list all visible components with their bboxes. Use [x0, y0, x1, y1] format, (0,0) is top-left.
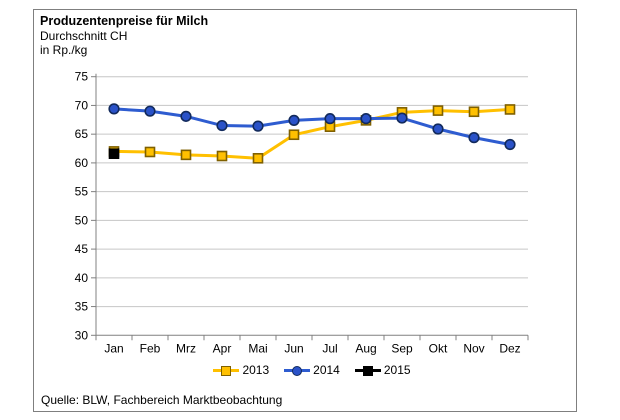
svg-text:45: 45 [75, 242, 89, 256]
svg-text:40: 40 [75, 271, 89, 285]
svg-text:Sep: Sep [391, 341, 413, 355]
legend-item-2015: 2015 [354, 363, 411, 377]
svg-text:55: 55 [75, 185, 89, 199]
svg-text:Jan: Jan [104, 341, 123, 355]
legend-label: 2013 [242, 363, 270, 377]
legend-label: 2015 [383, 363, 411, 377]
svg-text:Aug: Aug [355, 341, 376, 355]
svg-text:Dez: Dez [499, 341, 520, 355]
svg-text:Mai: Mai [248, 341, 267, 355]
chart-legend: 2013 2014 2015 [96, 362, 528, 378]
svg-text:50: 50 [75, 213, 89, 227]
svg-text:Okt: Okt [429, 341, 448, 355]
svg-text:60: 60 [75, 156, 89, 170]
svg-text:Jul: Jul [322, 341, 337, 355]
legend-label: 2014 [313, 363, 340, 377]
chart-frame: Produzentenpreise für Milch Durchschnitt… [33, 9, 577, 412]
svg-text:Apr: Apr [213, 341, 232, 355]
svg-text:30: 30 [75, 328, 89, 342]
svg-text:Feb: Feb [140, 341, 161, 355]
svg-text:35: 35 [75, 300, 89, 314]
line-square-marker-icon [354, 364, 381, 376]
chart-title: Produzentenpreise für Milch [40, 14, 209, 28]
svg-text:70: 70 [75, 98, 89, 112]
line-circle-marker-icon [284, 364, 311, 376]
svg-text:65: 65 [75, 127, 89, 141]
source-note: Quelle: BLW, Fachbereich Marktbeobachtun… [41, 393, 283, 407]
chart-header: Produzentenpreise für Milch Durchschnitt… [40, 14, 208, 58]
chart-subtitle: Durchschnitt CH [40, 28, 128, 43]
line-square-marker-icon [213, 364, 240, 376]
legend-item-2014: 2014 [284, 363, 340, 377]
legend-item-2013: 2013 [213, 363, 269, 377]
svg-text:Nov: Nov [463, 341, 484, 355]
svg-text:Jun: Jun [284, 341, 303, 355]
chart-unit-label: in Rp./kg [40, 43, 88, 57]
chart-canvas: 30 35 40 45 50 55 60 65 70 75 Jan Feb Mrz Apr Mai Jun Ju… [75, 70, 529, 355]
svg-text:75: 75 [75, 70, 89, 84]
svg-text:Mrz: Mrz [176, 341, 196, 355]
